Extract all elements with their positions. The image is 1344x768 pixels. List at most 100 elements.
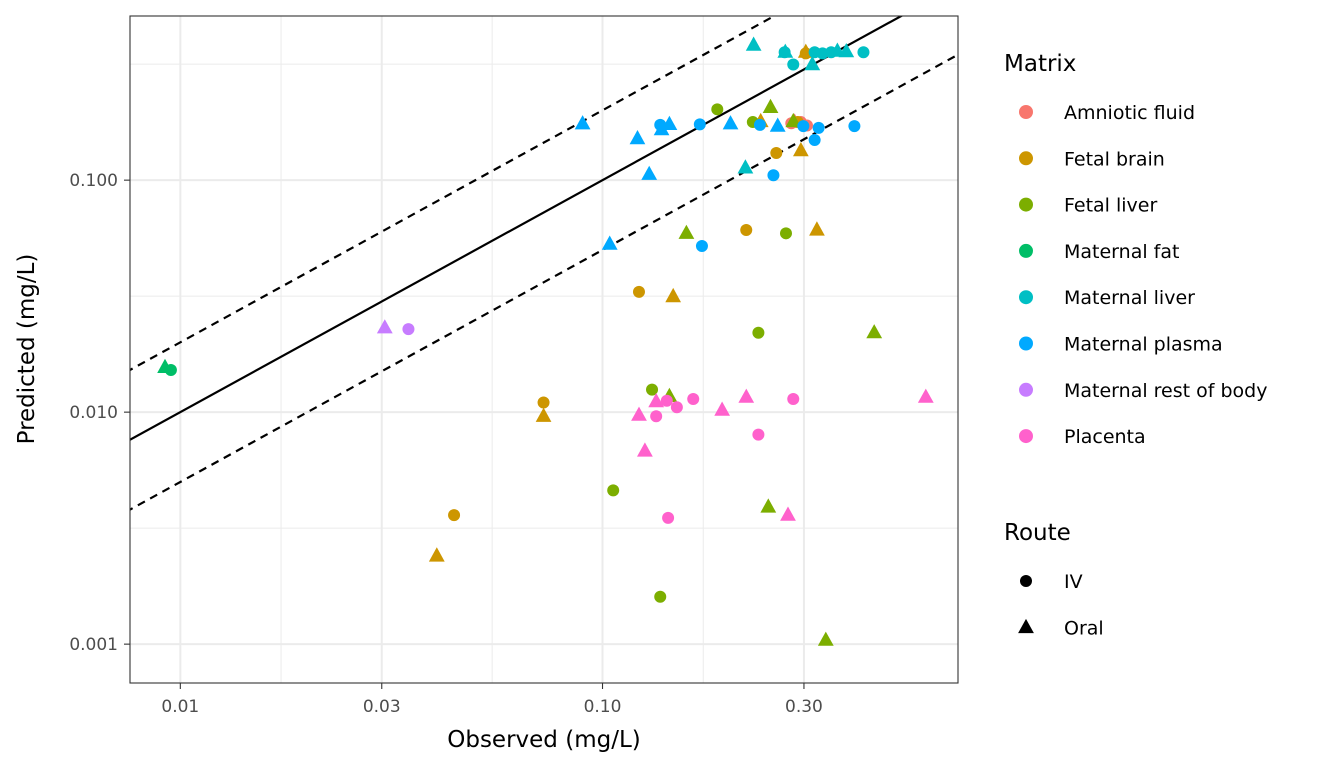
- point-fetal-brain-oral: [665, 287, 681, 303]
- two-fold-dashed-line: [130, 16, 777, 372]
- y-axis-title: Predicted (mg/L): [14, 254, 40, 445]
- point-placenta-oral: [637, 442, 653, 457]
- point-placenta-iv: [662, 511, 675, 524]
- legend-label: Amniotic fluid: [1064, 102, 1195, 124]
- legend-label: Maternal plasma: [1064, 334, 1223, 356]
- legend-title-route: Route: [1004, 520, 1071, 546]
- point-maternal-rest-of-body-iv: [402, 323, 415, 336]
- legend-key-maternal-rest-of-body: [1019, 382, 1033, 397]
- point-maternal-liver-oral: [745, 36, 762, 51]
- point-maternal-plasma-oral: [769, 117, 786, 132]
- point-maternal-plasma-oral: [722, 115, 739, 130]
- legend-label: Oral: [1064, 618, 1104, 640]
- point-fetal-brain-oral: [535, 407, 552, 422]
- panel-border: [129, 15, 959, 684]
- point-fetal-liver-iv: [752, 326, 765, 339]
- point-maternal-plasma-oral: [601, 235, 618, 250]
- point-placenta-oral: [738, 388, 755, 403]
- x-tick-label: 0.30: [785, 697, 823, 717]
- point-maternal-plasma-oral: [574, 115, 591, 130]
- legend-key-maternal-plasma: [1019, 336, 1033, 351]
- legend-label: Placenta: [1064, 426, 1146, 448]
- y-tick-label: 0.100: [69, 171, 118, 191]
- point-placenta-oral: [648, 393, 665, 408]
- point-fetal-liver-iv: [607, 484, 620, 497]
- x-axis-ticks: 0.01 0.03 0.10 0.30: [161, 683, 823, 717]
- point-maternal-plasma-oral: [661, 115, 678, 130]
- legend-key-oral: [1018, 618, 1034, 634]
- point-fetal-brain-iv: [632, 285, 645, 298]
- point-fetal-liver-iv: [646, 383, 659, 396]
- legend-key-maternal-fat: [1019, 243, 1033, 258]
- plot-panel: [130, 16, 958, 683]
- point-placenta-iv: [752, 428, 765, 441]
- legend-label: Fetal liver: [1064, 195, 1157, 217]
- point-maternal-fat-oral: [157, 358, 173, 373]
- point-maternal-plasma-oral: [653, 121, 670, 136]
- legend-key-fetal-liver: [1019, 197, 1033, 212]
- legend: Matrix Amniotic fluid Fetal brain Fetal liv…: [1004, 51, 1267, 640]
- point-fetal-brain-iv: [740, 223, 753, 236]
- point-maternal-liver-iv: [857, 46, 870, 59]
- point-placenta-iv: [687, 392, 700, 405]
- point-maternal-plasma-iv: [693, 118, 706, 131]
- legend-label: Maternal fat: [1064, 241, 1179, 263]
- point-fetal-liver-iv: [779, 227, 792, 240]
- point-maternal-liver-iv: [787, 58, 800, 71]
- legend-key-fetal-brain: [1019, 151, 1033, 166]
- major-gridlines: [130, 16, 958, 683]
- point-maternal-plasma-iv: [808, 133, 821, 146]
- point-placenta-oral: [631, 406, 647, 421]
- legend-label: Maternal liver: [1064, 287, 1195, 309]
- point-maternal-liver-oral: [804, 55, 821, 71]
- point-fetal-brain-iv: [448, 509, 461, 522]
- legend-key-iv: [1020, 575, 1032, 587]
- legend-label: Maternal rest of body: [1064, 380, 1267, 402]
- point-placenta-iv: [650, 410, 663, 423]
- point-fetal-liver-oral: [785, 112, 802, 128]
- point-placenta-oral: [714, 401, 730, 416]
- y-tick-label: 0.001: [69, 635, 118, 655]
- point-fetal-brain-iv: [770, 146, 783, 159]
- identity-line: [130, 16, 904, 442]
- point-placenta-oral: [780, 506, 796, 521]
- point-maternal-plasma-iv: [848, 120, 861, 133]
- legend-key-placenta: [1019, 429, 1033, 444]
- point-placenta-iv: [670, 401, 683, 414]
- y-axis-ticks: 0.001 0.010 0.100: [69, 171, 130, 655]
- point-maternal-liver-oral: [737, 159, 754, 174]
- point-fetal-liver-iv: [654, 590, 667, 603]
- point-placenta-oral: [917, 388, 934, 403]
- point-placenta-iv: [787, 392, 800, 405]
- legend-label: Fetal brain: [1064, 148, 1165, 170]
- point-maternal-plasma-iv: [812, 121, 825, 134]
- point-placenta-iv: [660, 394, 673, 407]
- point-fetal-liver-oral: [817, 631, 834, 646]
- point-fetal-liver-iv: [711, 103, 724, 116]
- x-tick-label: 0.10: [584, 697, 622, 717]
- point-maternal-plasma-oral: [629, 130, 646, 145]
- point-fetal-brain-iv: [537, 396, 550, 409]
- legend-key-maternal-liver: [1019, 290, 1033, 305]
- x-tick-label: 0.03: [363, 697, 401, 717]
- point-maternal-plasma-iv: [797, 120, 810, 133]
- x-tick-label: 0.01: [161, 697, 199, 717]
- point-maternal-plasma-iv: [767, 169, 780, 182]
- two-fold-dashed-line: [130, 53, 958, 511]
- point-fetal-liver-oral: [866, 324, 883, 339]
- point-fetal-brain-oral: [428, 547, 445, 562]
- point-maternal-liver-oral: [777, 43, 794, 58]
- point-maternal-plasma-iv: [753, 118, 766, 131]
- point-fetal-brain-oral: [809, 221, 825, 236]
- point-maternal-plasma-iv: [695, 240, 708, 253]
- legend-key-amniotic-fluid: [1019, 105, 1033, 119]
- x-axis-title: Observed (mg/L): [447, 727, 640, 753]
- data-points: [157, 36, 934, 646]
- point-fetal-liver-oral: [760, 498, 777, 513]
- point-fetal-liver-oral: [678, 224, 695, 239]
- point-fetal-liver-oral: [762, 98, 779, 113]
- legend-title-matrix: Matrix: [1004, 51, 1076, 77]
- reference-lines: [130, 16, 958, 511]
- point-maternal-rest-of-body-oral: [376, 319, 393, 334]
